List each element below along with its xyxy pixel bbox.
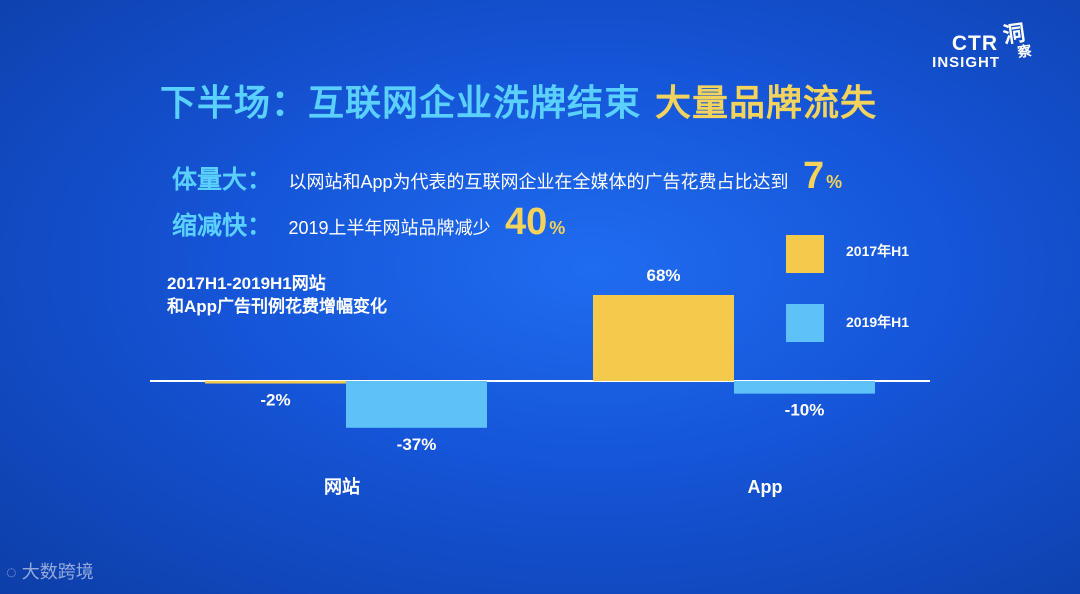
fact-volume-desc: 以网站和App为代表的互联网企业在全媒体的广告花费占比达到: [288, 172, 789, 192]
chart-title-line: 和App广告刊例花费增幅变化: [167, 297, 388, 316]
watermark-icon: ◌: [6, 562, 22, 582]
logo-ctr-text: CTR: [951, 32, 998, 55]
fact-volume-unit: %: [826, 172, 843, 192]
fact-decline: 缩减快： 2019上半年网站品牌减少 40%: [172, 201, 565, 244]
watermark-text: 大数跨境: [21, 562, 94, 582]
category-label: 网站: [324, 476, 360, 497]
fact-decline-key: 缩减快：: [172, 212, 273, 240]
fact-volume-key: 体量大：: [172, 166, 273, 194]
title-part1: 下半场：互联网企业洗牌结束: [160, 82, 642, 123]
legend-label-2019: 2019年H1: [846, 314, 910, 330]
legend-label-2017: 2017年H1: [846, 243, 910, 259]
watermark: ◌ 大数跨境: [6, 558, 94, 584]
category-label: App: [748, 477, 783, 497]
bar-2017-website: [205, 381, 346, 384]
title-part2: 大量品牌流失: [655, 82, 878, 123]
bar-2019-website: [346, 381, 487, 428]
fact-decline-value: 40: [504, 201, 548, 243]
fact-decline-unit: %: [549, 218, 566, 238]
data-label: -10%: [785, 401, 825, 420]
data-label: -2%: [260, 391, 290, 410]
data-label: 68%: [646, 266, 680, 285]
fact-volume-value: 7: [802, 155, 825, 197]
legend-swatch-2017: [786, 235, 824, 273]
fact-volume: 体量大： 以网站和App为代表的互联网企业在全媒体的广告花费占比达到 7%: [172, 155, 842, 198]
bar-2017-app: [593, 294, 734, 381]
chart-title: 2017H1-2019H1网站和App广告刊例花费增幅变化: [167, 272, 387, 318]
chart-title-line: 2017H1-2019H1网站: [167, 274, 326, 293]
data-label: -37%: [397, 435, 437, 454]
bar-2019-app: [734, 381, 875, 394]
legend-swatch-2019: [786, 304, 824, 342]
fact-decline-desc: 2019上半年网站品牌减少: [288, 218, 491, 238]
logo-insight-text: INSIGHT: [932, 54, 1000, 71]
ctr-insight-logo: CTR INSIGHT 洞 察: [932, 20, 1068, 78]
page-title: 下半场：互联网企业洗牌结束 大量品牌流失: [160, 74, 877, 126]
